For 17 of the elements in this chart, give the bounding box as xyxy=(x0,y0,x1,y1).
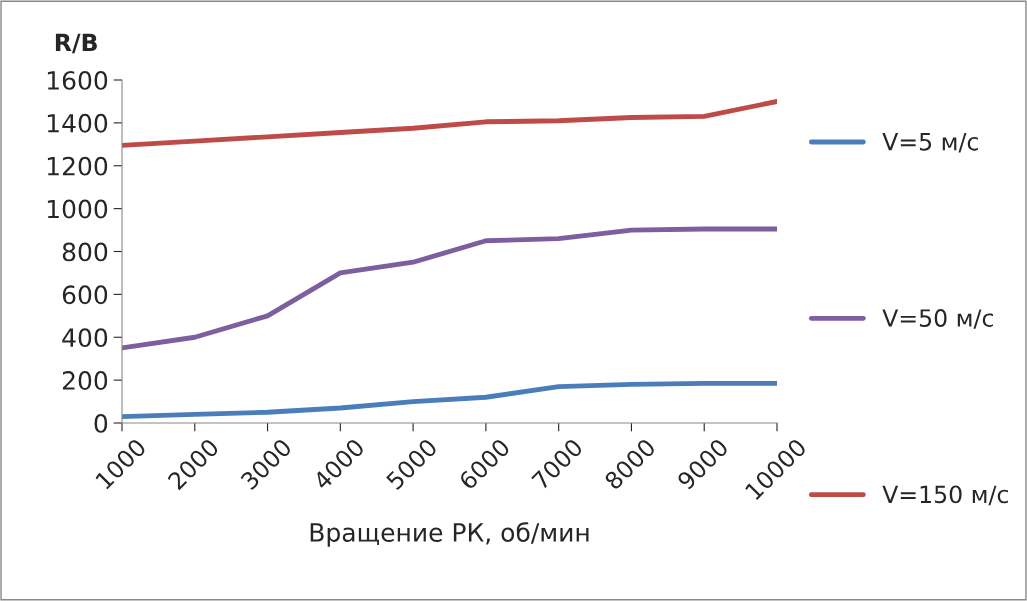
line-series xyxy=(122,226,777,351)
y-tick-label: 1000 xyxy=(47,199,108,219)
y-axis-title: R/B xyxy=(55,33,97,54)
y-tick-label: 1200 xyxy=(47,156,108,176)
y-tick-label: 200 xyxy=(62,371,108,390)
line-series xyxy=(122,99,777,148)
y-tick-label: 1600 xyxy=(47,70,108,90)
x-axis-title: Вращение РК, об/мин xyxy=(310,522,589,547)
y-tick-label: 1400 xyxy=(47,113,108,133)
line-series xyxy=(122,380,777,419)
legend-label: V=5 м/с xyxy=(882,133,978,153)
y-tick-label: 400 xyxy=(62,328,108,348)
y-tick-label: 600 xyxy=(62,285,108,305)
y-tick-label: 0 xyxy=(94,413,108,433)
y-tick-label: 800 xyxy=(62,242,108,262)
legend-label: V=50 м/с xyxy=(882,309,993,329)
legend-label: V=150 м/с xyxy=(882,485,1008,506)
